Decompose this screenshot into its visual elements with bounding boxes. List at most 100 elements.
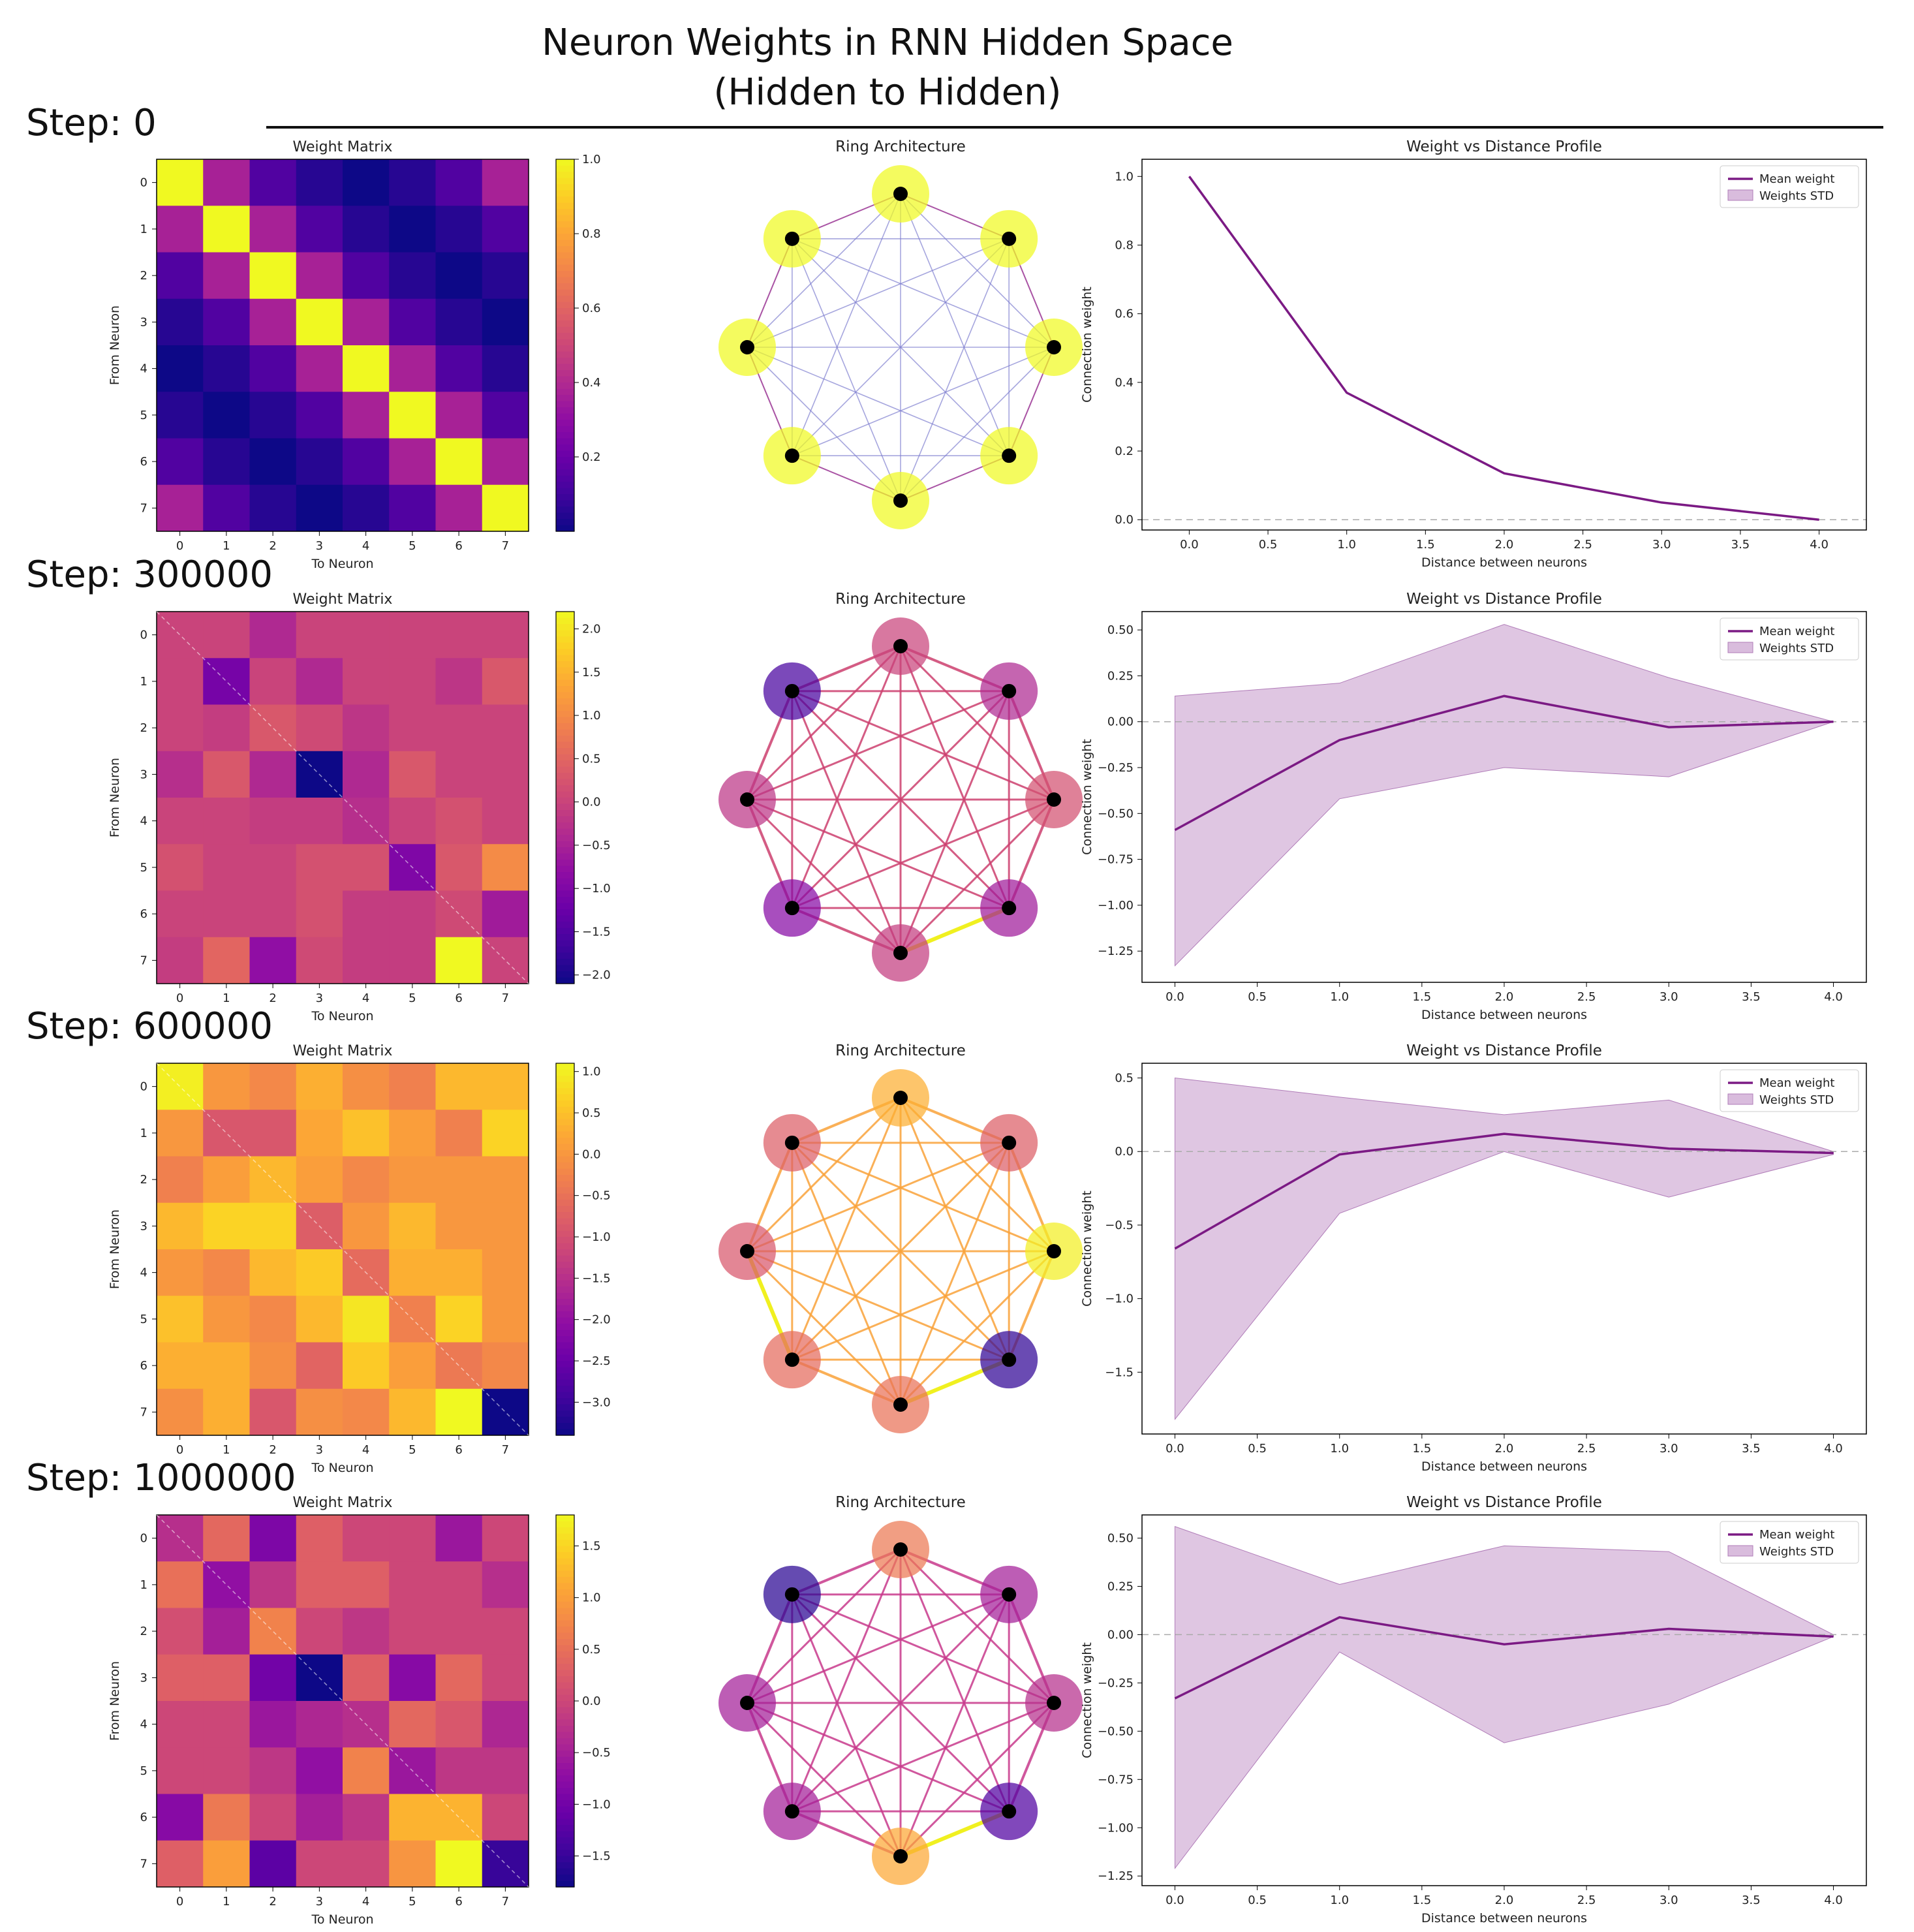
colorbar-segment: [556, 506, 574, 514]
ring-edge: [1008, 691, 1055, 800]
x-tick-label: 4.0: [1824, 1442, 1843, 1456]
colorbar-segment: [556, 1404, 574, 1411]
heatmap-cell: [343, 1608, 390, 1655]
colorbar-segment: [556, 320, 574, 328]
ring-node: [872, 1828, 929, 1885]
x-tick-label: 2.5: [1577, 1893, 1596, 1907]
colorbar-segment: [556, 636, 574, 644]
colorbar-segment: [556, 1367, 574, 1374]
heatmap-cell: [203, 298, 250, 346]
x-tick-label: 0.0: [1180, 538, 1199, 552]
heatmap-cell: [249, 1296, 297, 1343]
heatmap-cell: [296, 1156, 343, 1204]
colorbar-segment: [556, 847, 574, 854]
ring-title: Ring Architecture: [835, 138, 966, 155]
colorbar-segment: [556, 1138, 574, 1145]
x-tick-label: 3.0: [1659, 990, 1678, 1004]
heatmap-xlabel: To Neuron: [311, 1461, 373, 1475]
heatmap-cell: [296, 937, 343, 984]
y-tick-label: −1.00: [1098, 1821, 1134, 1835]
heatmap-cell: [389, 1654, 436, 1702]
heatmap-cell: [343, 704, 390, 752]
heatmap-cell: [435, 937, 483, 984]
heatmap-cell: [435, 345, 483, 392]
heatmap-cell: [389, 1388, 436, 1436]
x-tick-label: 0.5: [1248, 1893, 1267, 1907]
colorbar-segment: [556, 178, 574, 185]
colorbar-segment: [556, 1429, 574, 1436]
heatmap-cell: [389, 1515, 436, 1562]
x-tick-label: 3: [316, 539, 323, 553]
ring-edge: [899, 1142, 1010, 1405]
heatmap-cell: [482, 1701, 529, 1748]
ring-node: [980, 1114, 1038, 1172]
ring-node: [872, 1069, 929, 1127]
colorbar-segment: [556, 215, 574, 222]
x-tick-label: 5: [409, 991, 416, 1005]
x-tick-label: 6: [455, 539, 462, 553]
heatmap-cell: [389, 438, 436, 486]
heatmap-ylabel: From Neuron: [108, 1661, 122, 1741]
heatmap-cell: [482, 658, 529, 705]
colorbar-segment: [556, 395, 574, 402]
ring-node-center: [740, 1244, 754, 1258]
colorbar-tick-label: −1.0: [582, 882, 611, 896]
colorbar-segment: [556, 1713, 574, 1721]
colorbar-segment: [556, 1751, 574, 1758]
colorbar-tick-label: 1.0: [582, 709, 601, 723]
colorbar-tick-label: 0.0: [582, 1147, 601, 1161]
ring-edge: [899, 645, 1055, 801]
heatmap-cell: [482, 392, 529, 439]
x-tick-label: 0.5: [1248, 990, 1267, 1004]
colorbar-segment: [556, 959, 574, 966]
colorbar-segment: [556, 512, 574, 520]
y-tick-label: 0.00: [1107, 1628, 1134, 1642]
heatmap-cell: [296, 798, 343, 845]
ring-node: [872, 924, 929, 982]
colorbar-segment: [556, 897, 574, 904]
colorbar-segment: [556, 1738, 574, 1745]
heatmap-cell: [203, 844, 250, 891]
heatmap-cell: [296, 438, 343, 486]
heatmap-cell: [482, 1249, 529, 1296]
colorbar-tick-label: 0.5: [582, 1106, 601, 1120]
heatmap-cell: [343, 658, 390, 705]
ring-edge: [792, 1548, 901, 1596]
colorbar-segment: [556, 240, 574, 247]
ring-edge: [792, 1097, 901, 1144]
colorbar-segment: [556, 1230, 574, 1238]
colorbar-segment: [556, 494, 574, 501]
y-tick-label: −0.50: [1098, 1724, 1134, 1738]
y-tick-label: 5: [140, 409, 147, 422]
colorbar-segment: [556, 1249, 574, 1256]
heatmap-cell: [343, 1747, 390, 1794]
ring-edge: [900, 455, 1010, 501]
ring-edge: [899, 1097, 1055, 1253]
y-tick-label: 0.50: [1107, 623, 1134, 637]
profile-ylabel: Connection weight: [1080, 287, 1094, 403]
colorbar-segment: [556, 1831, 574, 1838]
heatmap-cell: [203, 798, 250, 845]
heatmap-cell: [249, 484, 297, 532]
colorbar-segment: [556, 420, 574, 427]
y-tick-label: 0.00: [1107, 715, 1134, 729]
colorbar-segment: [556, 1707, 574, 1714]
heatmap-cell: [296, 890, 343, 938]
ring-node: [1025, 319, 1083, 376]
heatmap-cell: [389, 206, 436, 253]
ring-node-center: [1002, 1135, 1017, 1150]
colorbar-segment: [556, 1386, 574, 1393]
y-tick-label: 1.0: [1115, 170, 1134, 183]
heatmap-cell: [389, 1794, 436, 1841]
heatmap-cell: [296, 1296, 343, 1343]
heatmap-cell: [249, 937, 297, 984]
colorbar-segment: [556, 1775, 574, 1783]
x-tick-label: 2: [269, 1443, 276, 1457]
heatmap-cell: [296, 1515, 343, 1562]
ring-edge: [899, 1548, 1055, 1704]
colorbar-frame: [555, 611, 575, 984]
heatmap-cell: [249, 298, 297, 346]
colorbar-segment: [556, 890, 574, 897]
heatmap-cell: [249, 1608, 297, 1655]
profile-ylabel: Connection weight: [1080, 1191, 1094, 1307]
